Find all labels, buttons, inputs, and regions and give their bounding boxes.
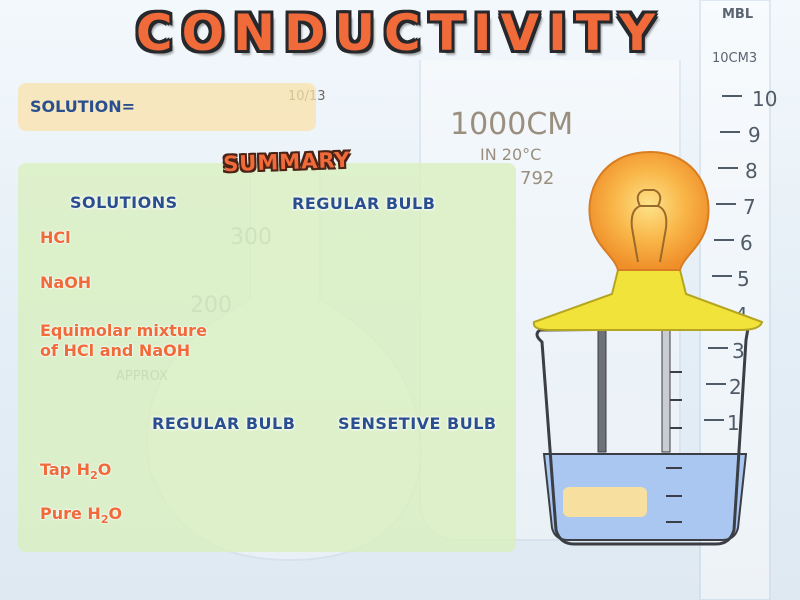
tap-water-post: O	[97, 460, 112, 479]
flask-number-text: 792	[520, 168, 554, 189]
header-sensitive-bulb: SENSETIVE BULB	[338, 414, 497, 433]
row-equimolar-line2: of HCl and NaOH	[40, 341, 191, 360]
flask-temp-text: IN 20°C	[480, 145, 541, 164]
bulb-base	[532, 269, 764, 331]
header-regular-bulb-2: REGULAR BULB	[152, 414, 296, 433]
row-naoh: NaOH	[40, 273, 92, 292]
electrode-left	[597, 319, 607, 453]
cylinder-number-1: 1	[727, 411, 740, 435]
cylinder-number-8: 8	[745, 159, 758, 183]
header-solutions: SOLUTIONS	[70, 193, 178, 212]
header-regular-bulb: REGULAR BULB	[292, 194, 436, 213]
cylinder-graduations: 10 9 8 7 6 5 4 3 2 1	[727, 87, 777, 435]
pure-water-pre: Pure H	[40, 504, 101, 523]
flask-volume-text: 1000CM	[450, 107, 573, 142]
row-pure-water: Pure H2O	[40, 504, 122, 526]
beaker-value-box	[563, 487, 647, 517]
row-tap-water: Tap H2O	[40, 460, 111, 482]
tap-water-sub: 2	[90, 469, 98, 482]
light-bulb	[588, 150, 710, 271]
conductivity-apparatus	[532, 150, 764, 546]
cylinder-number-7: 7	[743, 195, 756, 219]
pure-water-sub: 2	[100, 513, 109, 526]
row-equimolar-line1: Equimolar mixture	[40, 321, 207, 340]
tap-water-pre: Tap H	[40, 460, 91, 479]
cylinder-number-10: 10	[752, 87, 777, 111]
page-title: CONDUCTIVITY	[135, 4, 665, 62]
row-equimolar-mixture: Equimolar mixture of HCl and NaOH	[40, 321, 207, 361]
cylinder-number-5: 5	[737, 267, 750, 291]
beaker-glass	[535, 327, 750, 546]
cylinder-number-3: 3	[732, 339, 745, 363]
summary-badge: SUMMARY	[218, 148, 357, 183]
cylinder-number-9: 9	[748, 123, 761, 147]
summary-badge-text: SUMMARY	[222, 147, 351, 177]
summary-panel	[18, 163, 516, 552]
pure-water-post: O	[108, 504, 123, 523]
cylinder-number-2: 2	[729, 375, 742, 399]
cylinder-number-6: 6	[740, 231, 753, 255]
bulb-filament	[630, 189, 668, 263]
row-hcl: HCl	[40, 228, 71, 247]
cylinder-label: 10CM3	[712, 51, 757, 66]
solution-label: SOLUTION=	[30, 97, 136, 116]
solution-panel: SOLUTION=	[18, 83, 316, 131]
electrode-right	[661, 319, 671, 453]
brand-mark: MBL	[722, 7, 753, 22]
